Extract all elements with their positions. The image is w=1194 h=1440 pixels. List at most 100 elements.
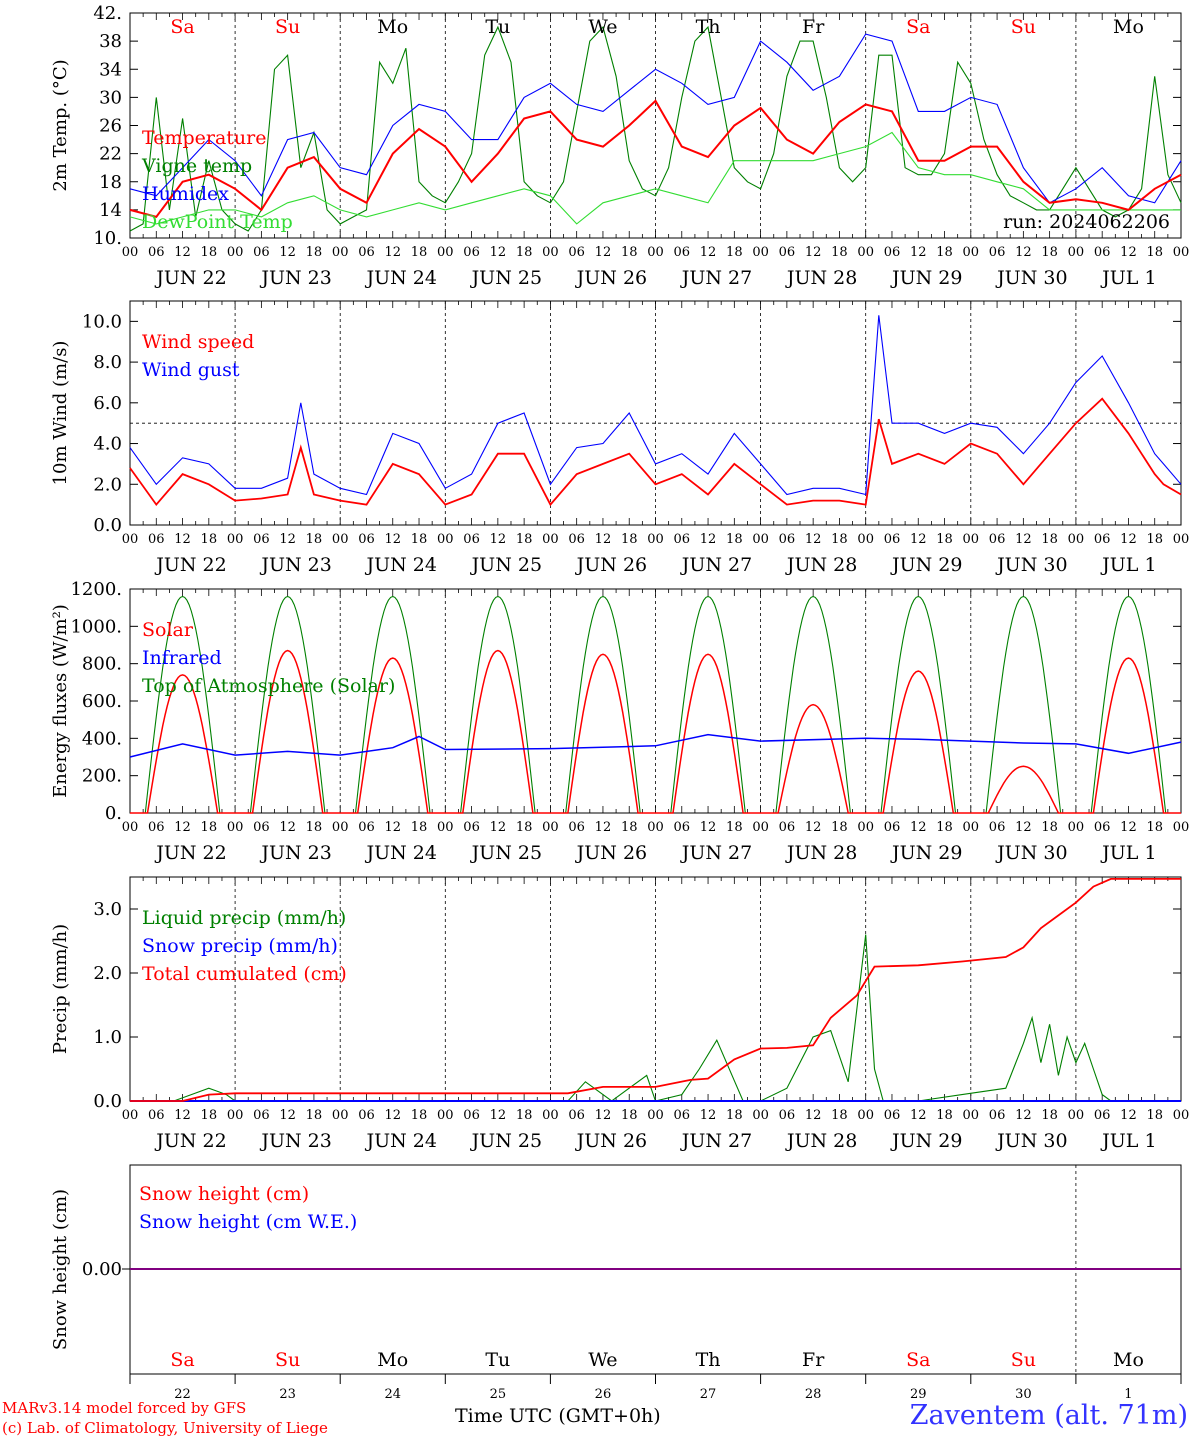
hour-tick-label: 18 xyxy=(201,820,218,835)
hour-tick-label: 12 xyxy=(595,245,612,260)
y-tick-label: 18 xyxy=(99,172,122,193)
hour-tick-label: 00 xyxy=(963,245,980,260)
hour-tick-label: 06 xyxy=(253,1108,270,1123)
hour-tick-label: 18 xyxy=(516,245,533,260)
legend-entry: Snow height (cm) xyxy=(139,1183,309,1205)
hour-tick-label: 06 xyxy=(1094,1108,1111,1123)
hour-tick-label: 12 xyxy=(805,1108,822,1123)
day-number: 22 xyxy=(174,1387,191,1402)
day-number: 28 xyxy=(805,1387,822,1402)
y-tick-label: 1200. xyxy=(70,579,122,600)
hour-tick-label: 12 xyxy=(595,1108,612,1123)
day-number: 24 xyxy=(384,1387,401,1402)
solar-curve xyxy=(1075,657,1181,814)
hour-tick-label: 18 xyxy=(726,1108,743,1123)
day-name: Mo xyxy=(377,1349,408,1371)
day-number: 30 xyxy=(1015,1387,1032,1402)
hour-tick-label: 06 xyxy=(253,820,270,835)
hour-tick-label: 18 xyxy=(1146,820,1163,835)
hour-tick-label: 00 xyxy=(647,532,664,547)
hour-tick-label: 00 xyxy=(437,532,454,547)
hour-tick-label: 18 xyxy=(306,1108,323,1123)
hour-tick-label: 18 xyxy=(201,245,218,260)
hour-tick-label: 00 xyxy=(332,532,349,547)
y-axis-label: Snow height (cm) xyxy=(50,1189,71,1350)
hour-tick-label: 12 xyxy=(595,532,612,547)
date-label: JUN 23 xyxy=(259,554,331,576)
hour-tick-label: 00 xyxy=(332,245,349,260)
day-name: Su xyxy=(1011,1349,1036,1371)
series-line-temperature xyxy=(129,99,1182,219)
hour-tick-label: 00 xyxy=(857,1108,874,1123)
hour-tick-label: 00 xyxy=(122,532,139,547)
date-label: JUN 25 xyxy=(470,1130,542,1152)
hour-tick-label: 06 xyxy=(463,1108,480,1123)
hour-tick-label: 00 xyxy=(1173,532,1190,547)
hour-tick-label: 18 xyxy=(411,532,428,547)
hour-tick-label: 12 xyxy=(279,245,296,260)
date-label: JUN 26 xyxy=(575,842,647,864)
hour-tick-label: 06 xyxy=(148,532,165,547)
day-name: Th xyxy=(696,16,721,38)
date-label: JUN 28 xyxy=(785,267,857,289)
series-line-total-cumulated xyxy=(130,878,1181,1102)
day-name: Su xyxy=(275,1349,300,1371)
hour-tick-label: 06 xyxy=(463,820,480,835)
solar-curve xyxy=(760,703,866,814)
toa-solar-curve xyxy=(550,595,656,814)
hour-tick-label: 06 xyxy=(568,820,585,835)
hour-tick-label: 18 xyxy=(831,245,848,260)
legend-entry: Humidex xyxy=(142,183,229,205)
day-name: Su xyxy=(275,16,300,38)
day-number: 1 xyxy=(1124,1387,1132,1402)
date-label: JUL 1 xyxy=(1100,1130,1156,1152)
y-tick-label: 1.0 xyxy=(93,1027,122,1048)
solar-curve xyxy=(655,653,761,814)
date-label: JUN 29 xyxy=(890,267,962,289)
hour-tick-label: 12 xyxy=(384,1108,401,1123)
date-label: JUN 28 xyxy=(785,554,857,576)
hour-tick-label: 12 xyxy=(805,532,822,547)
hour-tick-label: 06 xyxy=(1094,532,1111,547)
toa-solar-curve xyxy=(235,595,341,814)
y-tick-label: 600. xyxy=(82,691,122,712)
date-label: JUN 22 xyxy=(154,267,226,289)
series-line-dewpoint-temp xyxy=(129,131,1181,225)
hour-tick-label: 18 xyxy=(516,1108,533,1123)
legend-entry: Total cumulated (cm) xyxy=(142,963,347,985)
hour-tick-label: 00 xyxy=(122,820,139,835)
hour-tick-label: 12 xyxy=(490,245,507,260)
series-line-humidex xyxy=(129,33,1182,204)
toa-solar-curve xyxy=(970,595,1076,814)
hour-tick-label: 00 xyxy=(1068,1108,1085,1123)
hour-tick-label: 12 xyxy=(174,1108,191,1123)
day-name: Tu xyxy=(485,1349,510,1371)
solar-curve xyxy=(550,653,656,814)
y-axis-label: Precip (mm/h) xyxy=(50,924,71,1054)
toa-solar-curve xyxy=(130,595,236,814)
date-label: JUN 23 xyxy=(259,267,331,289)
hour-tick-label: 06 xyxy=(358,1108,375,1123)
hour-tick-label: 12 xyxy=(279,1108,296,1123)
hour-tick-label: 18 xyxy=(516,820,533,835)
legend-entry: DewPoint Temp xyxy=(142,211,293,233)
model-credit: MARv3.14 model forced by GFS xyxy=(2,1399,247,1417)
toa-solar-curve xyxy=(760,595,866,814)
hour-tick-label: 12 xyxy=(700,1108,717,1123)
day-number: 27 xyxy=(700,1387,717,1402)
date-label: JUL 1 xyxy=(1100,842,1156,864)
toa-solar-curve xyxy=(655,595,761,814)
hour-tick-label: 18 xyxy=(306,820,323,835)
hour-tick-label: 06 xyxy=(779,532,796,547)
date-label: JUN 25 xyxy=(470,267,542,289)
hour-tick-label: 06 xyxy=(463,532,480,547)
hour-tick-label: 18 xyxy=(936,820,953,835)
day-name: Su xyxy=(1011,16,1036,38)
legend-entry: Snow height (cm W.E.) xyxy=(139,1211,357,1233)
hour-tick-label: 00 xyxy=(647,820,664,835)
hour-tick-label: 18 xyxy=(726,532,743,547)
solar-curve xyxy=(865,670,971,814)
hour-tick-label: 00 xyxy=(227,820,244,835)
date-label: JUN 25 xyxy=(470,554,542,576)
hour-tick-label: 00 xyxy=(1173,245,1190,260)
